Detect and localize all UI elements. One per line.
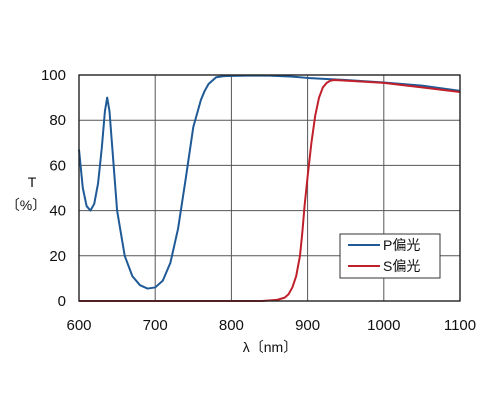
plot-frame xyxy=(78,74,461,302)
y-axis-title-line1: T xyxy=(28,174,37,190)
series-lines xyxy=(78,74,461,302)
grid-lines xyxy=(79,75,460,301)
y-axis-title-line2: 〔%〕 xyxy=(6,197,46,213)
legend-box xyxy=(339,233,441,279)
legend: P偏光 S偏光 xyxy=(339,233,441,279)
y-tick-label: 20 xyxy=(49,248,66,265)
x-tick-label: 1000 xyxy=(367,317,400,334)
y-tick-label: 0 xyxy=(58,293,66,310)
x-axis-title: λ〔nm〕 xyxy=(243,339,297,355)
legend-label-s: S偏光 xyxy=(383,258,420,274)
y-tick-label: 60 xyxy=(49,157,66,174)
y-tick-label: 80 xyxy=(49,112,66,129)
y-tick-labels: 0 20 40 60 80 100 xyxy=(41,67,66,310)
y-tick-label: 40 xyxy=(49,203,66,220)
x-tick-label: 700 xyxy=(143,317,168,334)
x-tick-label: 800 xyxy=(219,317,244,334)
x-tick-labels: 600 700 800 900 1000 1100 xyxy=(66,317,476,334)
x-tick-label: 900 xyxy=(295,317,320,334)
legend-label-p: P偏光 xyxy=(383,237,420,253)
series-line-s-polarized xyxy=(79,78,461,302)
series-line-p-polarized xyxy=(78,74,461,290)
y-tick-label: 100 xyxy=(41,67,66,84)
x-tick-label: 1100 xyxy=(444,317,476,334)
x-tick-label: 600 xyxy=(66,317,91,334)
